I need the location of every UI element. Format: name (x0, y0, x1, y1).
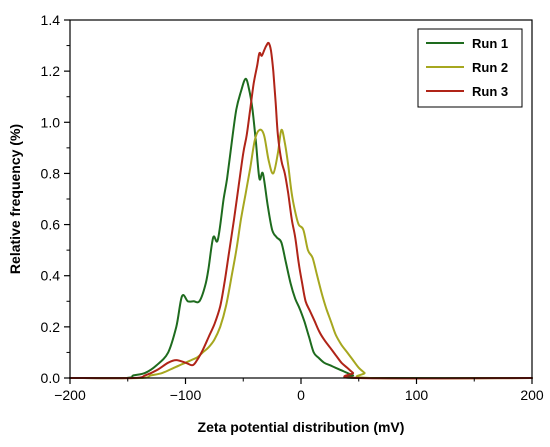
x-tick-label: −100 (170, 387, 202, 403)
y-tick-label: 0.0 (41, 370, 61, 386)
legend-label-run-2: Run 2 (472, 60, 508, 75)
x-tick-label: 0 (297, 387, 305, 403)
legend-label-run-1: Run 1 (472, 36, 508, 51)
x-tick-label: −200 (54, 387, 86, 403)
x-tick-label: 200 (520, 387, 544, 403)
y-tick-label: 0.2 (41, 319, 61, 335)
series-layer (69, 41, 533, 380)
x-tick-label: 100 (405, 387, 429, 403)
y-tick-label: 1.4 (41, 12, 61, 28)
series-line-run-3 (69, 41, 533, 380)
legend: Run 1 Run 2 Run 3 (417, 28, 523, 108)
x-axis-title: Zeta potential distribution (mV) (198, 419, 405, 435)
y-axis-title: Relative frequency (%) (7, 124, 23, 274)
y-tick-label: 0.8 (41, 165, 61, 181)
y-tick-label: 0.6 (41, 217, 61, 233)
y-tick-label: 1.2 (41, 63, 61, 79)
tick-layer: −200 −100 0 100 200 0.0 0.2 0.4 0.6 0.8 1.0 1.2 1.4 (41, 12, 544, 403)
y-tick-label: 1.0 (41, 114, 61, 130)
legend-label-run-3: Run 3 (472, 84, 508, 99)
y-tick-label: 0.4 (41, 268, 61, 284)
